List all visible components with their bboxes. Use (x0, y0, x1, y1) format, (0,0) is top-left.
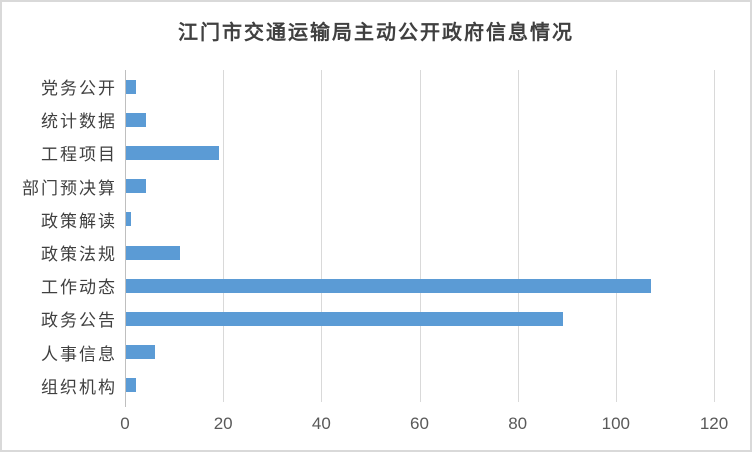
bar (126, 312, 563, 326)
bar (126, 212, 131, 227)
gridline (321, 70, 323, 402)
category-label: 工程项目 (41, 145, 117, 165)
value-tick-label: 0 (120, 414, 130, 433)
category-label: 工作动态 (41, 278, 117, 298)
bar (126, 345, 156, 360)
category-label: 党务公开 (41, 79, 117, 99)
plot-area (125, 70, 715, 407)
category-label: 人事信息 (41, 344, 117, 364)
bar (126, 245, 180, 260)
value-tick-label: 120 (699, 414, 729, 433)
value-tick-label: 100 (601, 414, 631, 433)
gridline (517, 70, 519, 402)
bar (126, 146, 220, 160)
bar (126, 378, 136, 393)
bar (126, 179, 146, 194)
gridline (714, 70, 715, 402)
category-label: 政务公告 (41, 311, 117, 331)
value-tick-label: 40 (311, 414, 331, 433)
category-label: 部门预决算 (22, 178, 117, 198)
category-axis-labels: 党务公开统计数据工程项目部门预决算政策解读政策法规工作动态政务公告人事信息组织机… (0, 70, 117, 402)
chart-title: 江门市交通运输局主动公开政府信息情况 (178, 22, 574, 44)
gridline (615, 70, 617, 402)
category-label: 组织机构 (41, 377, 117, 397)
bar (126, 278, 652, 293)
value-tick-label: 20 (213, 414, 233, 433)
category-label: 政策解读 (41, 211, 117, 231)
category-label: 统计数据 (41, 112, 117, 132)
gridline (223, 70, 225, 402)
value-tick-label: 60 (410, 414, 429, 433)
value-tick-label: 80 (508, 414, 528, 433)
bar (126, 112, 146, 127)
value-axis-labels: 0 20 40 60 80 100 120 (0, 414, 752, 436)
category-label: 政策法规 (41, 245, 117, 265)
bar (126, 79, 136, 94)
category-axis-line (125, 70, 126, 407)
gridline (419, 70, 421, 402)
